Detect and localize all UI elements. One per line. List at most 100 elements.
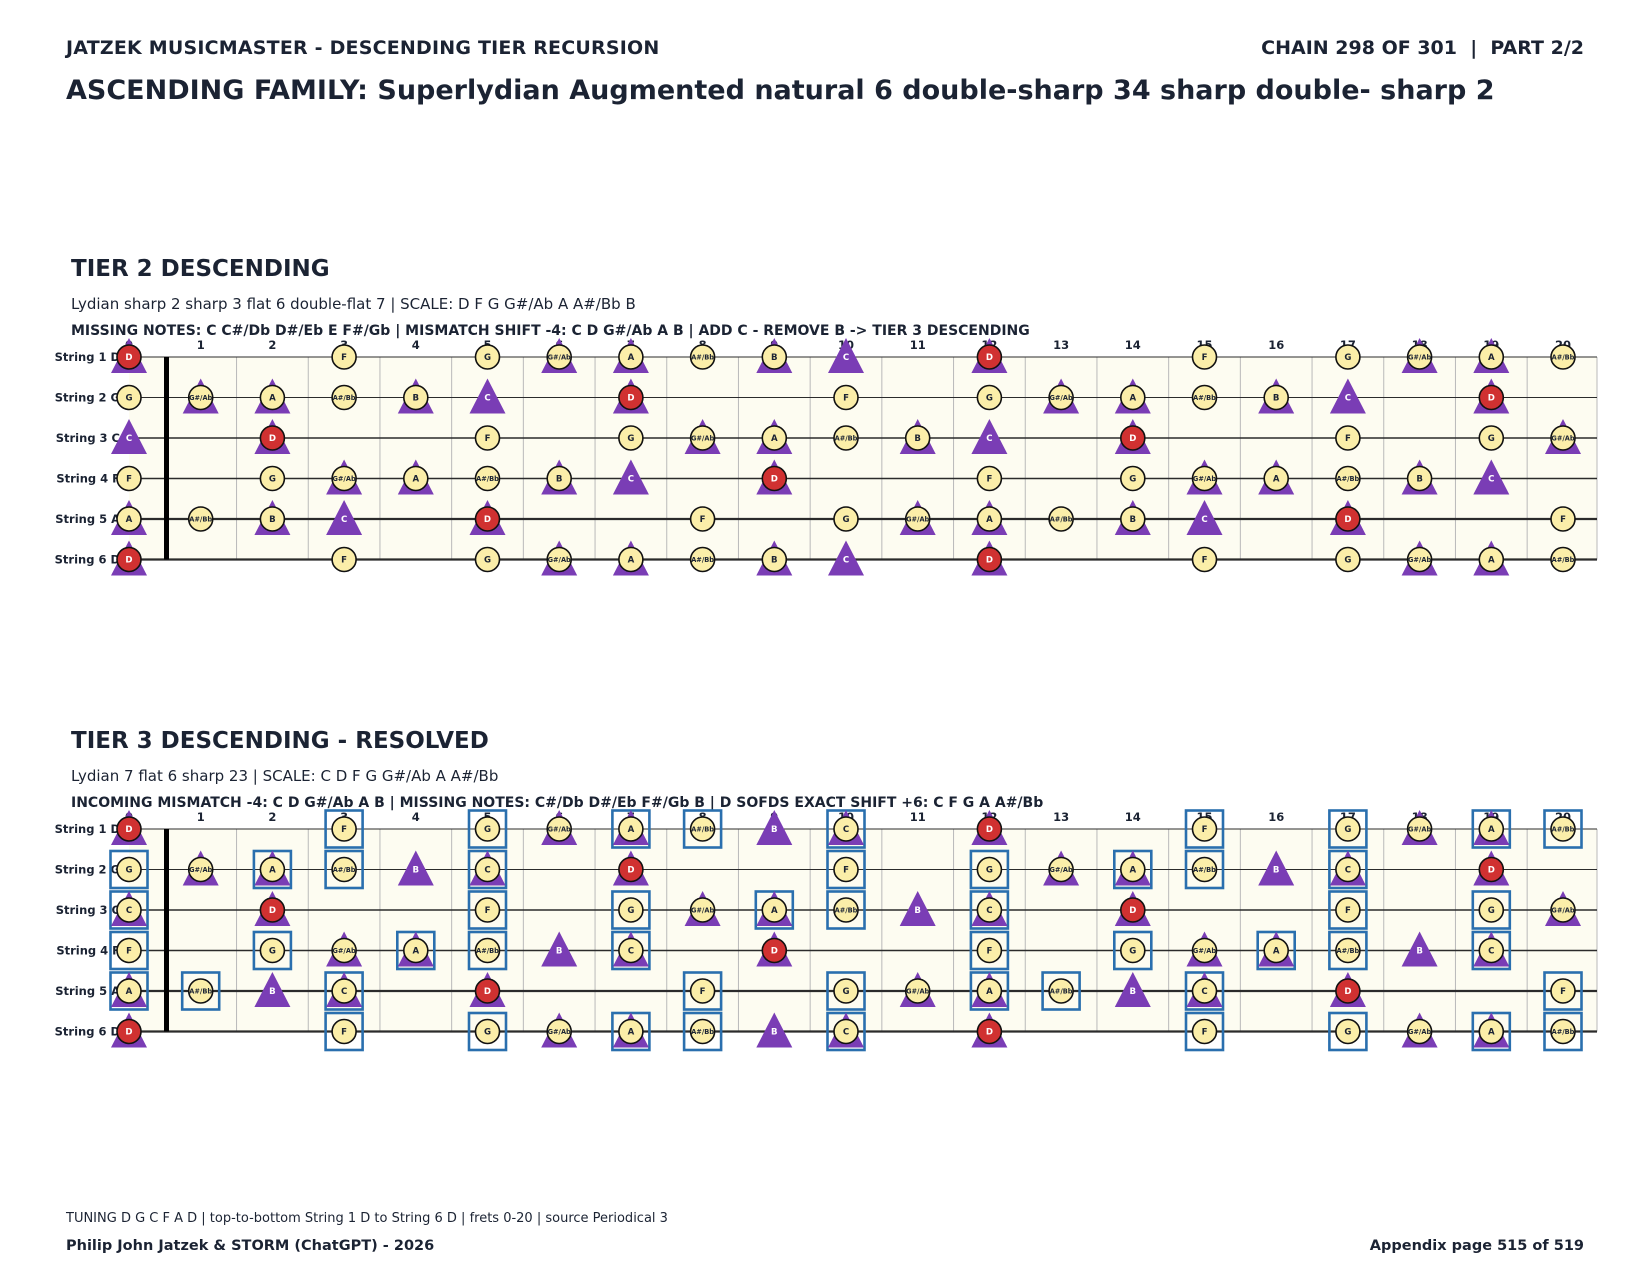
fret-note: G bbox=[1471, 890, 1512, 930]
note-circle bbox=[1120, 465, 1146, 492]
shift-box bbox=[467, 890, 508, 930]
note-circle bbox=[1406, 546, 1433, 573]
shift-box bbox=[1543, 809, 1583, 849]
note-label: G#/Ab bbox=[1193, 947, 1216, 955]
fret-note: A#/Bb bbox=[1550, 546, 1576, 573]
note-label: C bbox=[843, 353, 849, 363]
fret-note: A bbox=[1471, 1011, 1512, 1052]
fret-note: G bbox=[467, 809, 508, 849]
fret-note: D bbox=[756, 459, 793, 495]
note-label: A bbox=[126, 515, 133, 525]
string-label: String 6 D bbox=[55, 1025, 120, 1039]
note-label: G bbox=[1344, 825, 1351, 835]
fret-note: B bbox=[541, 931, 578, 967]
shift-box bbox=[1328, 930, 1368, 971]
note-label: G bbox=[484, 1028, 491, 1038]
note-label: G bbox=[484, 556, 491, 566]
note-label: D bbox=[125, 353, 132, 363]
note-label: D bbox=[1488, 394, 1495, 404]
note-circle bbox=[546, 465, 573, 492]
fret-note: A#/Bb bbox=[467, 930, 508, 971]
note-label: B bbox=[1416, 947, 1423, 957]
note-label: G#/Ab bbox=[691, 906, 714, 914]
note-circle bbox=[1478, 344, 1505, 370]
note-circle bbox=[689, 344, 716, 370]
shift-box bbox=[969, 849, 1010, 890]
note-circle bbox=[1263, 384, 1289, 411]
fret-number: 2 bbox=[268, 338, 276, 352]
fret-note: D bbox=[111, 1012, 147, 1048]
note-label: B bbox=[1130, 515, 1137, 525]
note-circle bbox=[474, 425, 501, 451]
fret-note: B bbox=[1114, 972, 1151, 1007]
note-label: C bbox=[484, 866, 490, 876]
fret-note: B bbox=[1114, 500, 1151, 535]
note-label: A#/Bb bbox=[189, 987, 212, 995]
note-circle bbox=[976, 856, 1003, 883]
fret-note: C bbox=[109, 890, 149, 930]
note-circle bbox=[833, 816, 859, 842]
fret-note: C bbox=[971, 419, 1008, 454]
fret-note: D bbox=[612, 850, 649, 886]
fret-note: F bbox=[109, 930, 149, 971]
note-label: C bbox=[986, 434, 992, 444]
fret-note: F bbox=[682, 971, 723, 1011]
note-circle bbox=[689, 506, 716, 532]
fret-note: A bbox=[1113, 849, 1153, 890]
tier-2-fretboard: String 1 D String 2 G String 3 C String 4 F… bbox=[55, 338, 1598, 576]
fret-number: 13 bbox=[1053, 810, 1069, 824]
note-label: G#/Ab bbox=[1050, 866, 1073, 874]
note-circle bbox=[1478, 816, 1505, 842]
note-circle bbox=[1335, 506, 1361, 532]
note-circle bbox=[1478, 937, 1505, 964]
note-label: D bbox=[986, 353, 993, 363]
fret-note: B bbox=[254, 972, 291, 1007]
note-label: G bbox=[125, 866, 132, 876]
mismatch-triangle bbox=[612, 459, 649, 495]
fret-note: F bbox=[1328, 890, 1368, 930]
fret-note: C bbox=[1471, 930, 1512, 971]
fret-note: C bbox=[828, 540, 864, 576]
note-label: G bbox=[125, 394, 132, 404]
fret-note: G#/Ab bbox=[899, 500, 936, 535]
note-circle bbox=[761, 344, 788, 370]
note-label: B bbox=[269, 515, 276, 525]
fret-note: G#/Ab bbox=[1401, 338, 1438, 373]
fret-note: G#/Ab bbox=[1545, 419, 1581, 454]
note-label: G bbox=[627, 434, 634, 444]
note-label: B bbox=[771, 1028, 778, 1038]
note-circle bbox=[331, 546, 357, 573]
note-circle bbox=[833, 506, 859, 532]
fret-note: C bbox=[469, 378, 506, 414]
note-label: C bbox=[1488, 947, 1494, 957]
fret-note: A#/Bb bbox=[331, 384, 357, 411]
note-circle bbox=[618, 816, 644, 842]
note-label: B bbox=[1130, 987, 1137, 997]
fret-note: A#/Bb bbox=[1184, 849, 1225, 890]
note-circle bbox=[1478, 897, 1505, 923]
note-label: G bbox=[269, 947, 276, 957]
fret-note: C bbox=[828, 338, 864, 373]
note-circle bbox=[833, 425, 859, 451]
note-label: G#/Ab bbox=[1408, 556, 1431, 564]
fret-note: A#/Bb bbox=[1550, 344, 1576, 370]
note-circle bbox=[1335, 425, 1361, 451]
fret-note: A#/Bb bbox=[1328, 930, 1368, 971]
note-label: F bbox=[485, 434, 491, 444]
note-circle bbox=[1263, 465, 1289, 492]
fret-note: G bbox=[976, 384, 1003, 411]
shift-box bbox=[682, 1011, 723, 1052]
fret-number: 2 bbox=[268, 810, 276, 824]
note-circle bbox=[689, 425, 716, 451]
fret-note: D bbox=[971, 338, 1008, 373]
shift-box bbox=[467, 809, 508, 849]
note-circle bbox=[904, 978, 931, 1004]
note-circle bbox=[1406, 344, 1433, 370]
note-label: A bbox=[269, 394, 276, 404]
shift-box bbox=[1543, 971, 1583, 1011]
note-label: A bbox=[126, 987, 133, 997]
note-circle bbox=[618, 856, 644, 883]
note-circle bbox=[1335, 937, 1361, 964]
note-label: A bbox=[412, 475, 419, 485]
note-circle bbox=[618, 425, 644, 451]
